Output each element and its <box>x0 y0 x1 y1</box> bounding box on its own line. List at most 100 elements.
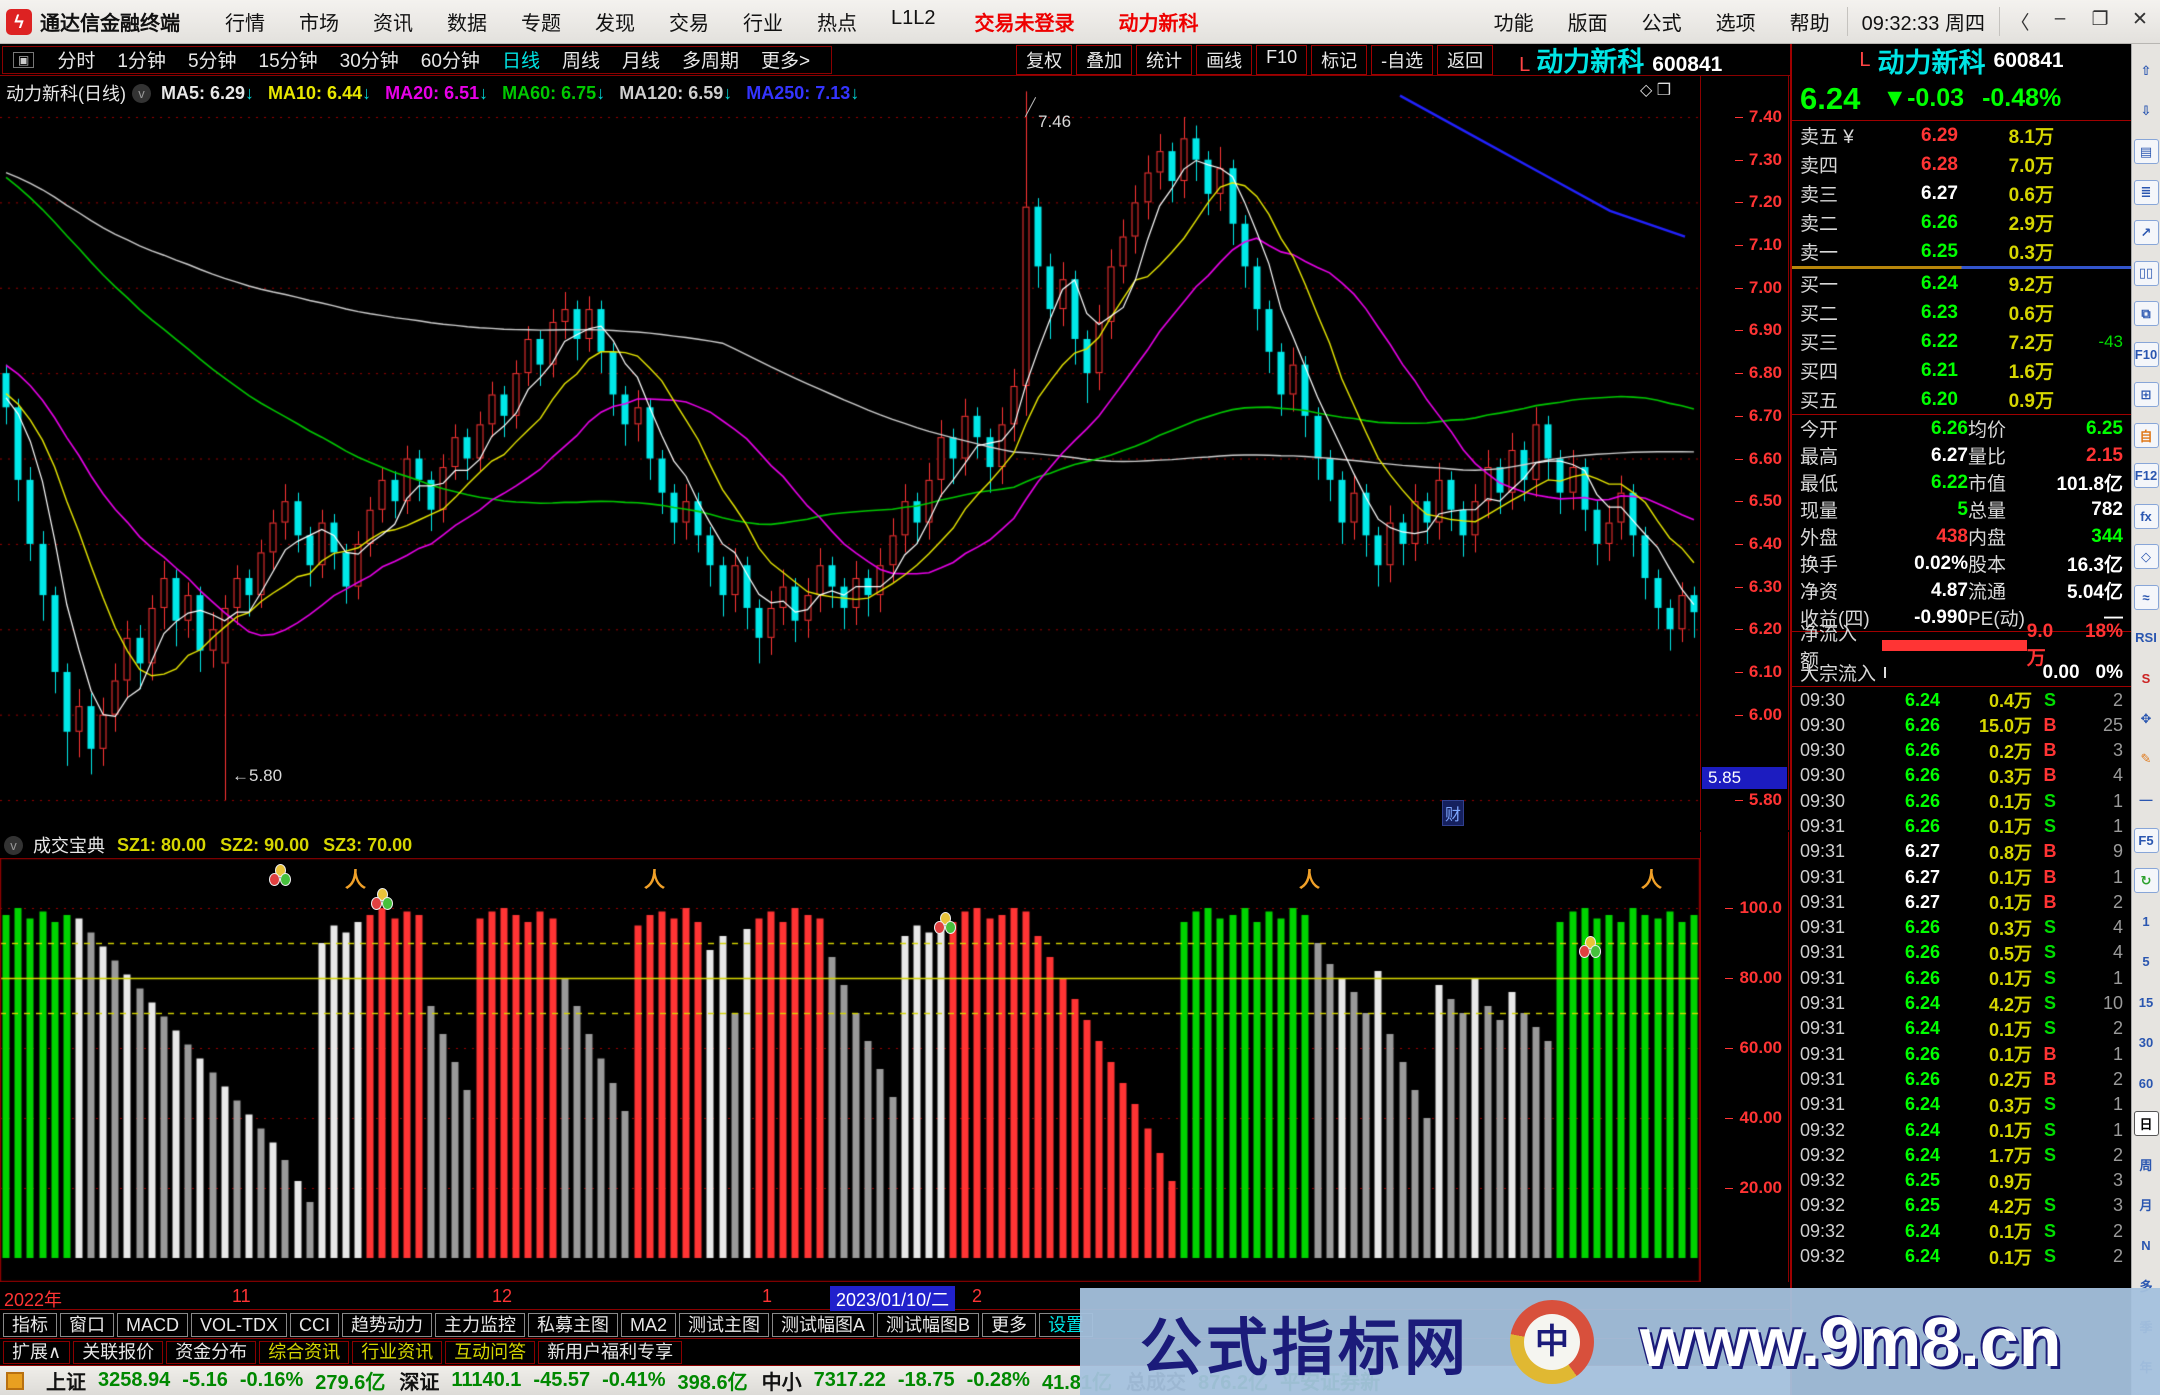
sidebar-✥[interactable]: ✥ <box>2140 710 2152 726</box>
tab-行业资讯[interactable]: 行业资讯 <box>352 1340 443 1364</box>
buy-level-row[interactable]: 买一 6.24 9.2万 <box>1792 269 2131 298</box>
index-name[interactable]: 上证 <box>46 1372 86 1394</box>
timeframe-30分钟[interactable]: 30分钟 <box>339 51 399 72</box>
collapse-chevron-icon[interactable]: v <box>132 83 151 103</box>
tab-测试主图[interactable]: 测试主图 <box>679 1312 770 1337</box>
tab-窗口[interactable]: 窗口 <box>60 1312 114 1337</box>
tab-CCI[interactable]: CCI <box>290 1312 340 1337</box>
tab-指标[interactable]: 指标 <box>3 1312 57 1337</box>
timeframe-60分钟[interactable]: 60分钟 <box>420 51 480 72</box>
layout-icon[interactable]: ▣ <box>13 51 35 68</box>
menu-行业[interactable]: 行业 <box>743 13 783 35</box>
sidebar-15[interactable]: 15 <box>2138 994 2154 1010</box>
tool-返回[interactable]: 返回 <box>1437 44 1494 75</box>
tool-统计[interactable]: 统计 <box>1136 44 1193 75</box>
tool-画线[interactable]: 画线 <box>1196 44 1253 75</box>
sidebar-≣[interactable]: ≣ <box>2133 179 2159 205</box>
sell-level-row[interactable]: 卖一 6.25 0.3万 <box>1792 237 2131 266</box>
sidebar-60[interactable]: 60 <box>2138 1075 2154 1091</box>
menu-热点[interactable]: 热点 <box>817 13 857 35</box>
sidebar-30[interactable]: 30 <box>2138 1035 2154 1050</box>
indicator-chevron-icon[interactable]: v <box>4 835 23 855</box>
sidebar-RSI[interactable]: RSI <box>2135 630 2157 645</box>
tab-MA2[interactable]: MA2 <box>621 1312 677 1337</box>
sell-level-row[interactable]: 卖二 6.26 2.9万 <box>1792 208 2131 237</box>
candlestick-chart[interactable] <box>0 76 1700 830</box>
sidebar-≈[interactable]: ≈ <box>2133 584 2159 610</box>
buy-level-row[interactable]: 买二 6.23 0.6万 <box>1792 298 2131 327</box>
tab-扩展∧[interactable]: 扩展∧ <box>3 1340 71 1364</box>
sidebar-月[interactable]: 月 <box>2139 1198 2153 1213</box>
timeframe-1分钟[interactable]: 1分钟 <box>117 51 166 72</box>
close-button[interactable]: ✕ <box>2132 9 2148 30</box>
timeframe-日线[interactable]: 日线 <box>501 51 540 72</box>
sell-level-row[interactable]: 卖三 6.27 0.6万 <box>1792 179 2131 208</box>
tool--自选[interactable]: -自选 <box>1371 44 1434 75</box>
menu-选项[interactable]: 选项 <box>1715 13 1756 35</box>
tool-叠加[interactable]: 叠加 <box>1076 44 1133 75</box>
sidebar-⇩[interactable]: ⇩ <box>2140 103 2152 118</box>
sidebar-⇧[interactable]: ⇧ <box>2140 62 2152 78</box>
sidebar-自[interactable]: 自 <box>2133 422 2159 448</box>
sidebar-⧉[interactable]: ⧉ <box>2133 301 2159 326</box>
tool-标记[interactable]: 标记 <box>1311 44 1368 75</box>
sidebar-S[interactable]: S <box>2141 670 2151 686</box>
menu-交易[interactable]: 交易 <box>669 13 709 35</box>
timeframe-月线[interactable]: 月线 <box>621 51 660 72</box>
index-name[interactable]: 深证 <box>399 1372 440 1394</box>
tab-私募主图[interactable]: 私募主图 <box>528 1312 619 1337</box>
menu-发现[interactable]: 发现 <box>595 13 635 35</box>
sidebar-周[interactable]: 周 <box>2139 1157 2153 1173</box>
buy-level-row[interactable]: 买五 6.20 0.9万 <box>1792 385 2131 414</box>
tab-更多[interactable]: 更多 <box>982 1312 1037 1337</box>
chart-corner-icons[interactable]: ◇ ❒ <box>1640 82 1672 99</box>
news-marker[interactable]: 财 <box>1442 800 1465 826</box>
menu-资讯[interactable]: 资讯 <box>373 13 413 35</box>
timeframe-周线[interactable]: 周线 <box>561 51 600 72</box>
buy-level-row[interactable]: 买四 6.21 1.6万 <box>1792 356 2131 385</box>
sell-level-row[interactable]: 卖五 ¥ 6.29 8.1万 <box>1792 121 2131 150</box>
minimize-button[interactable]: – <box>2054 8 2066 29</box>
tool-复权[interactable]: 复权 <box>1016 44 1073 75</box>
menu-数据[interactable]: 数据 <box>447 13 487 35</box>
sidebar-5[interactable]: 5 <box>2142 954 2150 969</box>
sidebar-F10[interactable]: F10 <box>2133 341 2159 367</box>
timeframe-多周期[interactable]: 多周期 <box>681 51 739 72</box>
buy-level-row[interactable]: 买三 6.22 7.2万 -43 <box>1792 327 2131 356</box>
tab-主力监控[interactable]: 主力监控 <box>435 1312 526 1337</box>
sidebar-F12[interactable]: F12 <box>2133 463 2159 488</box>
tab-关联报价[interactable]: 关联报价 <box>73 1340 164 1364</box>
tab-新用户福利专享[interactable]: 新用户福利专享 <box>538 1340 683 1364</box>
sidebar-▤[interactable]: ▤ <box>2133 139 2159 164</box>
menu-市场[interactable]: 市场 <box>299 13 339 35</box>
sidebar-✎[interactable]: ✎ <box>2140 751 2152 766</box>
menu-版面[interactable]: 版面 <box>1567 13 1608 35</box>
timeframe-分时[interactable]: 分时 <box>57 51 96 72</box>
menu-帮助[interactable]: 帮助 <box>1789 13 1830 35</box>
sidebar-fx[interactable]: fx <box>2133 503 2159 529</box>
timeframe-5分钟[interactable]: 5分钟 <box>187 51 237 72</box>
sidebar-▯▯[interactable]: ▯▯ <box>2133 260 2159 286</box>
tab-VOL-TDX[interactable]: VOL-TDX <box>191 1312 288 1337</box>
sidebar-日[interactable]: 日 <box>2133 1111 2159 1136</box>
index-name[interactable]: 中小 <box>761 1372 802 1394</box>
menu-专题[interactable]: 专题 <box>521 13 561 35</box>
tab-MACD[interactable]: MACD <box>117 1312 188 1337</box>
timeframe-更多>[interactable]: 更多> <box>761 51 811 72</box>
indicator-name[interactable]: 成交宝典 <box>33 836 105 856</box>
sidebar-F5[interactable]: F5 <box>2133 827 2159 853</box>
tool-F10[interactable]: F10 <box>1256 44 1308 75</box>
status-icon[interactable] <box>6 1371 24 1390</box>
sell-level-row[interactable]: 卖四 6.28 7.0万 <box>1792 150 2131 179</box>
sidebar-1[interactable]: 1 <box>2142 913 2150 929</box>
tab-综合资讯[interactable]: 综合资讯 <box>259 1340 350 1364</box>
menu-公式[interactable]: 公式 <box>1641 13 1682 35</box>
tab-测试幅图A[interactable]: 测试幅图A <box>772 1312 875 1337</box>
sidebar-⊞[interactable]: ⊞ <box>2133 382 2159 407</box>
tab-互动问答[interactable]: 互动问答 <box>445 1340 536 1364</box>
hot-stock-link[interactable]: 动力新科 <box>1118 13 1199 35</box>
menu-L1L2[interactable]: L1L2 <box>891 7 936 29</box>
sidebar-N[interactable]: N <box>2141 1237 2151 1253</box>
sidebar-↻[interactable]: ↻ <box>2133 868 2159 893</box>
tab-趋势动力[interactable]: 趋势动力 <box>342 1312 433 1337</box>
